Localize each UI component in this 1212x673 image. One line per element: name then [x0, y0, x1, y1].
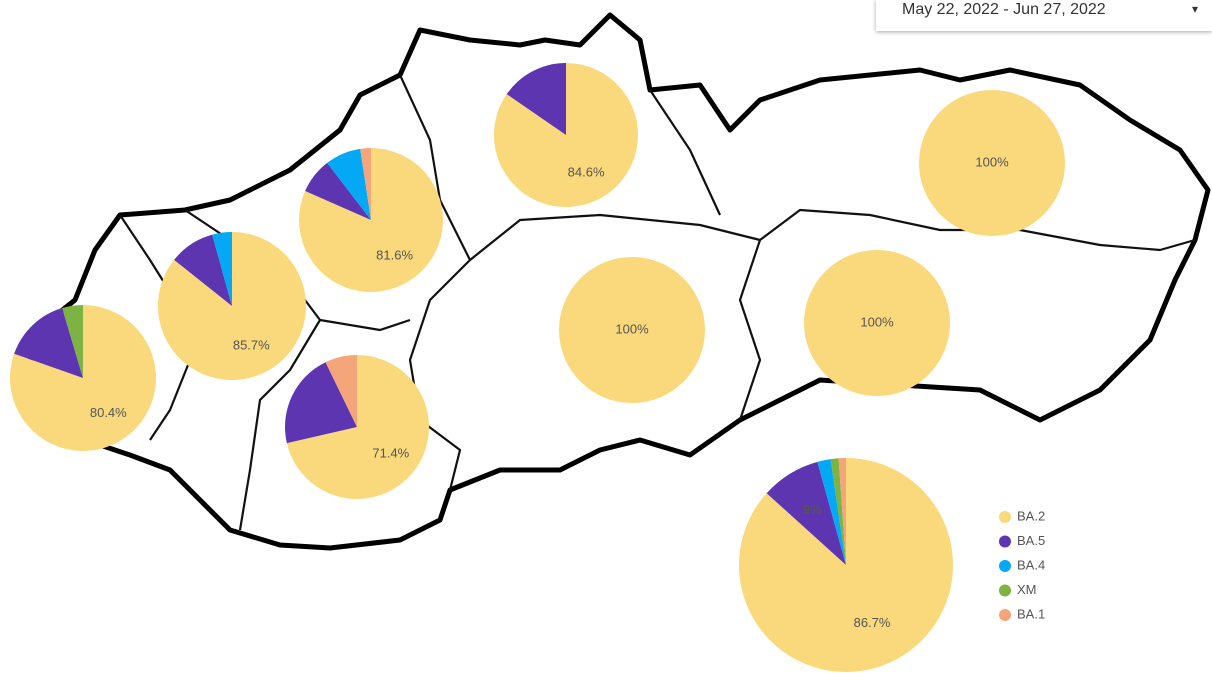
pie-slice — [174, 234, 232, 306]
pie-slice — [738, 458, 953, 672]
date-range-dropdown[interactable]: May 22, 2022 - Jun 27, 2022 ▾ — [876, 0, 1212, 31]
pie-slice — [10, 305, 156, 451]
region-border — [649, 89, 721, 216]
pie-label: 80.4% — [90, 405, 127, 420]
legend-label: XM — [1017, 582, 1037, 597]
pie-slice — [325, 355, 357, 427]
pie-slice — [212, 232, 232, 306]
legend-label: BA.2 — [1017, 508, 1045, 523]
date-range-text: May 22, 2022 - Jun 27, 2022 — [902, 1, 1106, 18]
pie-slice — [919, 90, 1065, 236]
pie-slice — [838, 458, 846, 565]
legend-swatch — [999, 609, 1011, 621]
legend-label: BA.4 — [1017, 557, 1045, 572]
legend-label: BA.1 — [1017, 606, 1045, 621]
region-border — [319, 318, 411, 332]
legend-swatch — [999, 511, 1011, 523]
region-border — [738, 239, 762, 421]
dropdown-caret: ▾ — [1191, 2, 1198, 16]
pie-label: 85.7% — [233, 337, 270, 352]
pie-label: 81.6% — [376, 248, 413, 263]
pie-slice — [817, 459, 846, 565]
pie-slice — [360, 148, 371, 220]
pie-slice — [286, 355, 430, 500]
pie-label: 9% — [803, 502, 822, 517]
legend-swatch — [999, 535, 1011, 548]
pie-slice — [830, 458, 846, 565]
pie-label: 71.4% — [372, 445, 409, 460]
legend-swatch — [999, 560, 1011, 572]
pie-label: 100% — [615, 321, 649, 336]
region-border — [399, 74, 472, 491]
pie-slice — [506, 63, 566, 135]
pie-slice — [559, 257, 705, 403]
legend-swatch — [999, 584, 1011, 597]
pie-label: 86.7% — [854, 615, 891, 630]
pie-slice — [62, 305, 83, 378]
pie-slice — [766, 461, 846, 565]
pie-label: 84.6% — [568, 165, 605, 180]
pie-slice — [14, 308, 84, 378]
pie-slice — [327, 148, 371, 220]
pie-label: 100% — [860, 314, 894, 329]
pie-label: 100% — [975, 154, 1009, 169]
pie-slice — [298, 148, 443, 292]
pie-slice — [285, 362, 357, 444]
pie-slice — [305, 162, 371, 220]
legend-label: BA.5 — [1017, 533, 1045, 548]
pie-slice — [804, 250, 950, 396]
region-border — [469, 208, 1196, 261]
